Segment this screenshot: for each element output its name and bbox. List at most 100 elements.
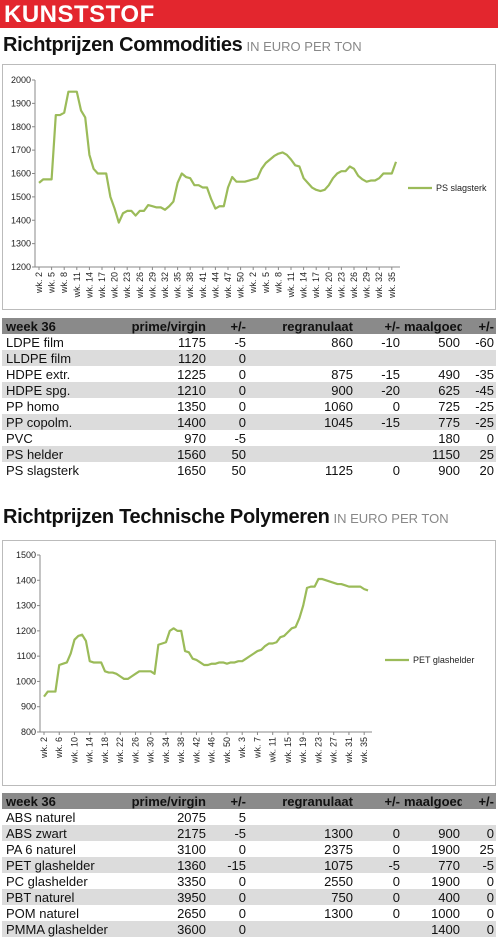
table-cell bbox=[248, 809, 355, 825]
table-cell: -5 bbox=[234, 430, 246, 446]
table-cell: 1300 bbox=[248, 825, 355, 841]
table-cell: 3100 bbox=[177, 841, 206, 857]
table-cell bbox=[248, 446, 355, 462]
table-row: PC glashelder 3350 0 2550 0 1900 0 bbox=[2, 873, 496, 889]
x-tick-label: wk. 8 bbox=[273, 272, 283, 294]
table-cell: 500 bbox=[438, 334, 460, 350]
table-cell bbox=[355, 350, 402, 366]
table-cell: 0 bbox=[208, 382, 248, 398]
table-cell bbox=[402, 350, 462, 366]
table-cell: 0 bbox=[208, 350, 248, 366]
unit: IN EURO PER TON bbox=[333, 511, 449, 526]
table-cell: 725 bbox=[438, 398, 460, 414]
x-tick-label: wk. 15 bbox=[283, 737, 293, 764]
x-tick-label: wk. 23 bbox=[313, 737, 323, 764]
x-tick-label: wk. 14 bbox=[299, 272, 309, 299]
table-cell: LDPE film bbox=[6, 334, 64, 350]
table-cell bbox=[462, 350, 496, 366]
table-cell: +/- bbox=[355, 318, 402, 334]
table-cell: 1060 bbox=[324, 398, 353, 414]
legend-label: PET glashelder bbox=[413, 655, 474, 665]
table-cell: 0 bbox=[392, 462, 400, 478]
x-tick-label: wk. 38 bbox=[185, 272, 195, 299]
series-line bbox=[38, 90, 398, 224]
table-cell: 1120 bbox=[118, 350, 208, 366]
table-cell: 3600 bbox=[118, 921, 208, 937]
table-row: ABS zwart 2175 -5 1300 0 900 0 bbox=[2, 825, 496, 841]
table-cell: -15 bbox=[381, 366, 400, 382]
table-cell: -45 bbox=[462, 382, 496, 398]
table-row: PVC 970 -5 180 0 bbox=[2, 430, 496, 446]
table-cell: 1210 bbox=[118, 382, 208, 398]
table-cell: 1150 bbox=[402, 446, 462, 462]
y-tick-label: 1200 bbox=[16, 626, 36, 636]
table-row: HDPE extr. 1225 0 875 -15 490 -35 bbox=[2, 366, 496, 382]
table-cell: regranulaat bbox=[248, 793, 355, 809]
x-tick-label: wk. 50 bbox=[222, 737, 232, 764]
x-tick-label: wk. 44 bbox=[210, 272, 220, 299]
table-cell: 0 bbox=[238, 905, 246, 921]
table-cell: 900 bbox=[248, 382, 355, 398]
table-cell: 1350 bbox=[177, 398, 206, 414]
chart: 1200 1300 1400 1500 1600 1700 1800 1900 2000 wk. … bbox=[2, 64, 496, 310]
table-cell: HDPE spg. bbox=[2, 382, 118, 398]
table-cell: 0 bbox=[486, 873, 494, 889]
table-cell: PS slagsterk bbox=[6, 462, 79, 478]
table-cell: 490 bbox=[438, 366, 460, 382]
table-cell: 1560 bbox=[118, 446, 208, 462]
table-cell: 1900 bbox=[431, 841, 460, 857]
table-row: week 36 prime/virgin +/- regranulaat +/- maal… bbox=[2, 318, 496, 334]
x-tick-label: wk. 11 bbox=[268, 737, 278, 763]
table-cell: 2075 bbox=[177, 809, 206, 825]
table-cell: -20 bbox=[355, 382, 402, 398]
x-tick-label: wk. 32 bbox=[160, 272, 170, 299]
table-cell: prime/virgin bbox=[118, 318, 208, 334]
x-tick-label: wk. 20 bbox=[110, 272, 120, 299]
table-cell: 2550 bbox=[324, 873, 353, 889]
y-tick-label: 1500 bbox=[11, 192, 31, 202]
table-cell: -5 bbox=[234, 334, 246, 350]
table-cell: 25 bbox=[462, 446, 496, 462]
table-cell: -35 bbox=[475, 366, 494, 382]
table-cell: 0 bbox=[355, 889, 402, 905]
table-row: ABS naturel 2075 5 bbox=[2, 809, 496, 825]
section-title: Richtprijzen Commodities IN EURO PER TON bbox=[3, 34, 362, 57]
header-title: KUNSTSTOF bbox=[4, 1, 155, 28]
y-tick-label: 1200 bbox=[11, 262, 31, 272]
table-cell: 1175 bbox=[178, 334, 206, 350]
table-cell: 0 bbox=[392, 873, 400, 889]
table-cell: 1360 bbox=[118, 857, 208, 873]
x-tick-label: wk. 5 bbox=[261, 272, 271, 294]
table-cell bbox=[462, 809, 496, 825]
table-cell: 0 bbox=[462, 921, 496, 937]
table-cell: regranulaat bbox=[248, 318, 355, 334]
table-cell: +/- bbox=[208, 318, 248, 334]
table-cell: 1400 bbox=[118, 414, 208, 430]
x-tick-label: wk. 29 bbox=[147, 272, 157, 299]
unit: IN EURO PER TON bbox=[246, 39, 362, 54]
table-cell: 900 bbox=[438, 462, 460, 478]
table-cell: maalgoed bbox=[402, 793, 462, 809]
table-cell: 0 bbox=[486, 905, 494, 921]
table-cell: 0 bbox=[462, 825, 496, 841]
x-tick-label: wk. 50 bbox=[236, 272, 246, 299]
x-tick-label: wk. 30 bbox=[146, 737, 156, 764]
table-cell: -25 bbox=[475, 398, 494, 414]
table-cell: maalgoed bbox=[402, 318, 462, 334]
table-cell: POM naturel bbox=[6, 905, 79, 921]
table-cell: -15 bbox=[208, 857, 248, 873]
table-cell: 3350 bbox=[177, 873, 206, 889]
table-cell: 1045 bbox=[248, 414, 355, 430]
table-cell: 0 bbox=[462, 889, 496, 905]
table-cell: 875 bbox=[331, 366, 353, 382]
y-tick-label: 1300 bbox=[16, 601, 36, 611]
table-cell: 3950 bbox=[118, 889, 208, 905]
table-cell: 1900 bbox=[431, 873, 460, 889]
x-tick-label: wk. 29 bbox=[362, 272, 372, 299]
table-cell: 0 bbox=[208, 921, 248, 937]
table-cell: -15 bbox=[355, 414, 402, 430]
x-tick-label: wk. 41 bbox=[198, 272, 208, 299]
table-row: PP copolm. 1400 0 1045 -15 775 -25 bbox=[2, 414, 496, 430]
table-cell: 2650 bbox=[177, 905, 206, 921]
chart: 800 900 1000 1100 1200 1300 1400 1500 wk. 2 wk. 6… bbox=[2, 540, 496, 786]
